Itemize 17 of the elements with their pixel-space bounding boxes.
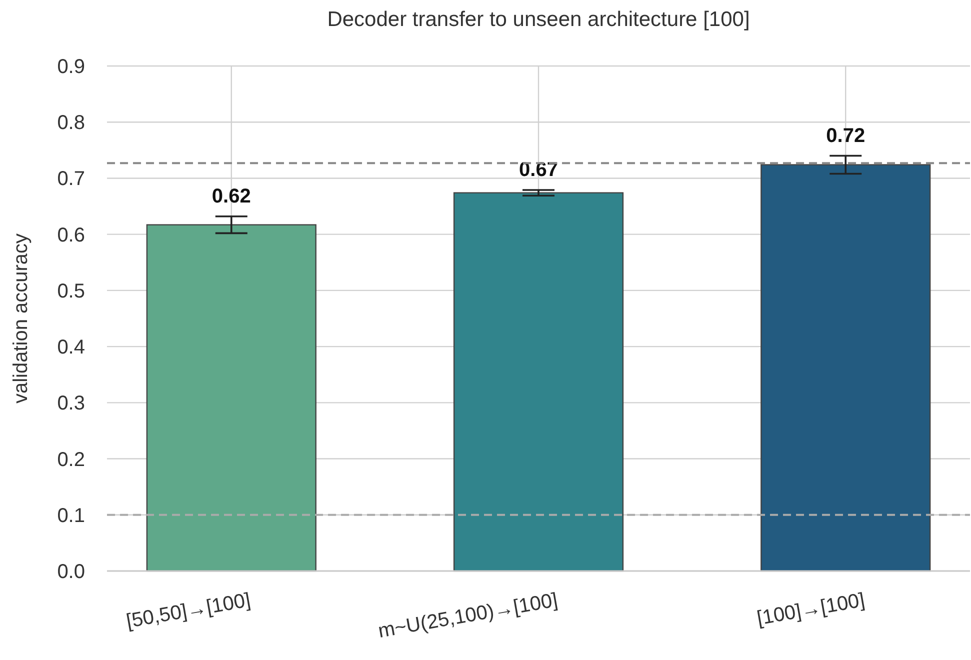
y-tick-label: 0.2 [57, 448, 85, 471]
y-tick-label: 0.4 [57, 336, 85, 359]
y-tick-label: 0.1 [57, 504, 85, 527]
y-tick-label: 0.3 [57, 392, 85, 415]
data-label: 0.72 [826, 124, 866, 147]
y-tick-label: 0.8 [57, 112, 85, 134]
y-tick-label: 0.0 [57, 561, 85, 583]
y-tick-label: 0.9 [57, 56, 85, 78]
bar [760, 164, 931, 572]
bar [453, 192, 624, 572]
y-tick-label: 0.7 [57, 168, 85, 190]
chart-title: Decoder transfer to unseen architecture [100] [327, 8, 750, 31]
y-tick-label: 0.6 [57, 224, 85, 246]
bar [146, 224, 316, 572]
data-label: 0.62 [212, 185, 251, 208]
y-axis-title: validation accuracy [10, 233, 32, 404]
y-tick-label: 0.5 [57, 280, 85, 302]
